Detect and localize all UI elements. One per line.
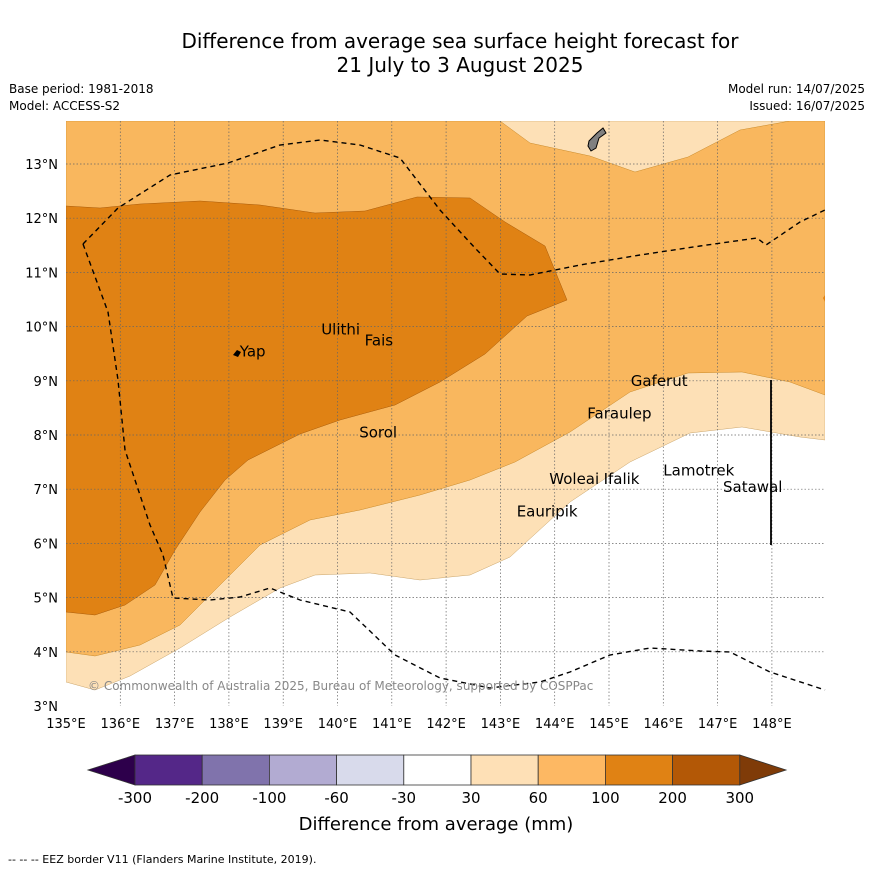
eez-border — [82, 139, 826, 276]
place-label-gaferut: Gaferut — [631, 372, 688, 390]
lon-tick-label: 140°E — [318, 717, 358, 732]
lon-tick-label: 146°E — [644, 717, 684, 732]
colorbar-segment — [672, 754, 741, 786]
axis-ticks: 135°E 136°E 137°E 138°E 139°E 140°E 141°E 142°E… — [25, 158, 791, 732]
place-label-woleai: Woleai — [549, 470, 599, 488]
colorbar-tick-label: -30 — [392, 789, 417, 807]
colorbar-tick-label: 30 — [461, 789, 480, 807]
place-label-eauripik: Eauripik — [517, 502, 578, 520]
lat-tick-label: 10°N — [25, 321, 58, 336]
lon-tick-label: 142°E — [426, 717, 466, 732]
place-label-satawal: Satawal — [723, 478, 782, 496]
yap-island — [233, 350, 241, 357]
eez-border-west — [82, 243, 826, 691]
place-label-ifalik: Ifalik — [604, 470, 640, 488]
colorbar-segment — [201, 754, 270, 786]
title-line-1: Difference from average sea surface heig… — [181, 29, 739, 53]
lon-tick-label: 139°E — [263, 717, 303, 732]
colorbar-segment — [537, 754, 606, 786]
colorbar-segment — [605, 754, 674, 786]
lat-tick-label: 13°N — [25, 158, 58, 173]
colorbar-tick-label: -300 — [118, 789, 152, 807]
place-labels: Yap Ulithi Fais Gaferut Faraulep Sorol Woleai I… — [239, 321, 783, 521]
lat-tick-label: 7°N — [34, 483, 59, 498]
lon-tick-label: 135°E — [46, 717, 86, 732]
colorbar-tick-label: -200 — [185, 789, 219, 807]
colorbar-extend-high — [739, 754, 788, 786]
colorbar-label: Difference from average (mm) — [299, 814, 574, 835]
lat-tick-label: 5°N — [34, 592, 59, 607]
place-label-lamotrek: Lamotrek — [663, 462, 734, 480]
colorbar-tick-label: -60 — [324, 789, 349, 807]
lon-tick-label: 137°E — [155, 717, 195, 732]
copyright-text: © Commonwealth of Australia 2025, Bureau… — [88, 679, 593, 693]
lat-tick-label: 4°N — [34, 646, 59, 661]
colorbar-segment — [134, 754, 203, 786]
graticule — [66, 121, 825, 706]
colorbar-segment — [470, 754, 539, 786]
colorbar-extend-low — [86, 754, 136, 786]
lon-tick-label: 138°E — [209, 717, 249, 732]
lon-tick-label: 143°E — [481, 717, 521, 732]
colorbar-segment — [403, 754, 472, 786]
colorbar-segment — [336, 754, 405, 786]
place-label-fais: Fais — [365, 332, 394, 350]
lon-tick-label: 141°E — [372, 717, 412, 732]
model-run-label: Model run: 14/07/2025 — [727, 82, 865, 96]
colorbar-tick-label: 60 — [529, 789, 548, 807]
place-label-sorol: Sorol — [359, 424, 397, 442]
contour-100-200 — [66, 196, 568, 616]
lat-tick-label: 3°N — [34, 700, 59, 715]
model-label: Model: ACCESS-S2 — [9, 99, 121, 113]
issued-label: Issued: 16/07/2025 — [749, 99, 865, 113]
colorbar-tick-label: 100 — [591, 789, 620, 807]
contour-patch-right — [823, 295, 825, 302]
colorbar-segment — [268, 754, 337, 786]
place-label-yap: Yap — [239, 342, 266, 360]
lon-tick-label: 145°E — [589, 717, 629, 732]
base-period-label: Base period: 1981-2018 — [9, 82, 154, 96]
title-line-2: 21 July to 3 August 2025 — [336, 53, 584, 77]
colorbar-tick-label: -100 — [252, 789, 286, 807]
colorbar-tick-label: 200 — [658, 789, 687, 807]
lon-tick-label: 136°E — [101, 717, 141, 732]
lon-tick-label: 147°E — [698, 717, 738, 732]
lat-tick-label: 11°N — [25, 266, 58, 281]
colorbar-tick-label: 300 — [725, 789, 754, 807]
guam-island — [587, 127, 607, 152]
lon-tick-label: 148°E — [752, 717, 792, 732]
place-label-ulithi: Ulithi — [321, 321, 360, 339]
lat-tick-label: 12°N — [25, 212, 58, 227]
place-label-faraulep: Faraulep — [587, 405, 651, 423]
colorbar: -300 -200 -100 -60 -30 30 60 100 200 300 — [86, 754, 788, 807]
lat-tick-label: 8°N — [34, 429, 59, 444]
lat-tick-label: 6°N — [34, 537, 59, 552]
lon-tick-label: 144°E — [535, 717, 575, 732]
footer-eez-note: -- -- -- EEZ border V11 (Flanders Marine… — [8, 853, 317, 866]
lat-tick-label: 9°N — [34, 375, 59, 390]
